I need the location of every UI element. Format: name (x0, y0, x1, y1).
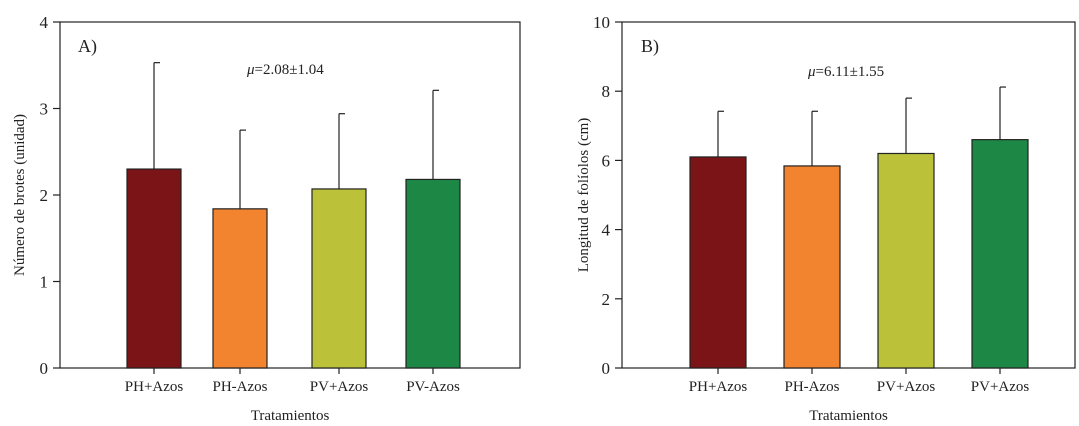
x-axis-title: Tratamientos (809, 408, 888, 424)
y-axis-title: Longitud de folíolos (cm) (576, 118, 592, 273)
x-tick-label: PV-Azos (406, 379, 460, 395)
panel-b: 0 2 4 6 8 10 PH+Azos PH-Azos PV+Azos PV+Azos B) μ=6… (576, 13, 1076, 424)
bar (311, 188, 367, 369)
x-tick-label: PH-Azos (785, 379, 840, 395)
x-axis-title: Tratamientos (251, 408, 330, 424)
y-axis-title: Número de brotes (unidad) (12, 114, 28, 276)
y-tick-label: 0 (602, 359, 611, 378)
plot-frame (621, 21, 1076, 369)
y-tick-label: 8 (602, 82, 611, 101)
panel-a: 0 1 2 3 4 PH+Azos PH-Azos PV+Azos PV-Azos A) μ=2.0… (12, 13, 521, 424)
y-tick-label: 1 (40, 273, 49, 292)
mean-symbol: μ (807, 64, 816, 80)
panel-label: A) (78, 36, 97, 57)
x-tick-label: PV+Azos (971, 379, 1030, 395)
y-tick-label: 0 (40, 359, 49, 378)
bar (405, 178, 461, 369)
panel-label: B) (641, 36, 659, 57)
bar (783, 165, 841, 369)
mean-symbol: μ (246, 62, 255, 78)
y-tick-label: 6 (602, 151, 611, 170)
x-tick-label: PH+Azos (125, 379, 184, 395)
x-tick-label: PV+Azos (310, 379, 369, 395)
mean-annotation: μ=2.08±1.04 (246, 62, 324, 78)
x-tick-label: PH+Azos (689, 379, 748, 395)
mean-annotation: μ=6.11±1.55 (807, 64, 884, 80)
mean-value: =2.08±1.04 (255, 62, 325, 78)
bar (877, 152, 935, 369)
y-tick-label: 2 (40, 186, 49, 205)
mean-value: =6.11±1.55 (816, 64, 885, 80)
bar (689, 156, 747, 369)
bar (126, 168, 182, 369)
x-tick-label: PH-Azos (213, 379, 268, 395)
y-tick-label: 3 (40, 100, 49, 119)
x-tick-label: PV+Azos (877, 379, 936, 395)
y-tick-label: 4 (40, 13, 49, 32)
bar (212, 208, 268, 369)
bar (971, 139, 1029, 369)
y-tick-label: 4 (602, 221, 611, 240)
y-tick-label: 2 (602, 290, 611, 309)
y-tick-label: 10 (593, 13, 610, 32)
